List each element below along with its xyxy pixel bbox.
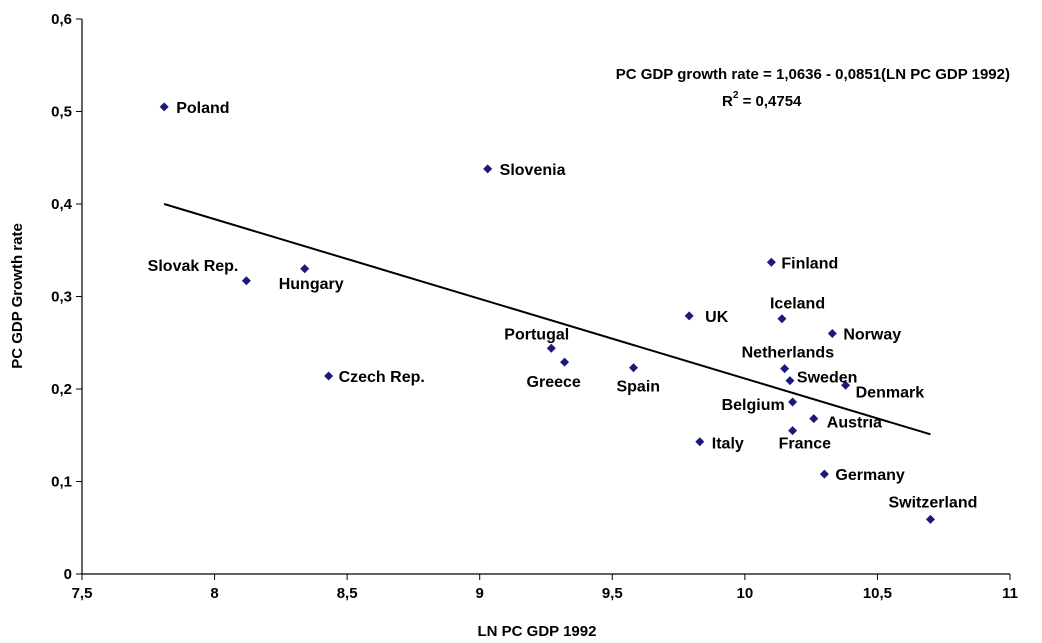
data-point-label: Hungary (279, 276, 344, 293)
data-point-label: Norway (843, 327, 901, 344)
r-squared-prefix: R (722, 93, 733, 110)
data-point (841, 380, 851, 390)
data-point (780, 364, 790, 374)
data-point (827, 329, 837, 338)
points-layer (159, 102, 935, 524)
x-tick-label: 10 (737, 585, 754, 602)
data-point-label: Italy (712, 436, 744, 453)
axes: 7,5 8 8,5 9 9,5 10 10,5 11 0 0,1 0,2 0,3 0,4 0,5 0,6 (51, 11, 1018, 602)
data-point-label: Spain (616, 379, 660, 396)
data-point (788, 426, 798, 436)
point-labels-layer: Poland Slovenia Slovak Rep. Hungary Czech Re… (148, 100, 978, 512)
data-point-label: France (779, 436, 832, 453)
data-point-label: Belgium (722, 397, 785, 414)
r-squared-text: R2 = 0,4754 (722, 90, 802, 110)
y-tick-label: 0,2 (51, 381, 72, 398)
y-tick-label: 0,3 (51, 289, 72, 306)
data-point-label: Slovak Rep. (148, 258, 239, 275)
x-tick-label: 7,5 (72, 585, 93, 602)
data-point (324, 371, 334, 381)
x-axis-title: LN PC GDP 1992 (478, 623, 597, 640)
data-point (159, 102, 169, 112)
data-point (785, 376, 795, 386)
y-tick-label: 0,6 (51, 11, 72, 28)
x-tick-label: 9,5 (602, 585, 623, 602)
data-point (483, 164, 493, 174)
x-tick-label: 8 (210, 585, 218, 602)
regression-equation: PC GDP growth rate = 1,0636 - 0,0851(LN … (616, 66, 1010, 110)
data-point (684, 311, 694, 321)
data-point-label: Greece (527, 374, 581, 391)
r-squared-value: = 0,4754 (738, 93, 802, 110)
data-point-label: Netherlands (742, 345, 835, 362)
y-tick-label: 0,1 (51, 474, 72, 491)
data-point (695, 437, 705, 447)
trendline-layer (163, 203, 931, 436)
data-point (241, 276, 251, 286)
data-point-label: UK (705, 309, 729, 326)
y-tick-label: 0 (64, 566, 72, 583)
y-axis-title: PC GDP Growth rate (9, 223, 26, 369)
data-point-label: Czech Rep. (339, 369, 425, 386)
y-tick-label: 0,5 (51, 104, 72, 121)
data-point-label: Finland (781, 255, 838, 272)
data-point (777, 314, 787, 324)
data-point (819, 469, 829, 479)
data-point-label: Portugal (504, 326, 569, 343)
data-point (809, 414, 819, 424)
equation-text: PC GDP growth rate = 1,0636 - 0,0851(LN … (616, 66, 1010, 83)
x-tick-label: 10,5 (863, 585, 892, 602)
data-point-label: Switzerland (888, 494, 977, 511)
data-point (560, 357, 570, 367)
data-point (546, 343, 556, 353)
data-point-label: Austria (827, 415, 882, 432)
data-point-label: Sweden (797, 370, 857, 387)
data-point (300, 264, 310, 274)
r-squared-exponent: 2 (733, 90, 739, 101)
data-point (788, 397, 798, 407)
x-tick-label: 9 (476, 585, 484, 602)
data-point-label: Denmark (856, 384, 925, 401)
data-point-label: Iceland (770, 296, 825, 313)
data-point (628, 363, 638, 373)
y-tick-label: 0,4 (51, 196, 73, 213)
x-tick-label: 11 (1002, 585, 1018, 602)
data-point-label: Germany (835, 467, 904, 484)
x-tick-label: 8,5 (337, 585, 358, 602)
data-point-label: Slovenia (500, 162, 566, 179)
data-point-label: Poland (176, 100, 229, 117)
data-point (766, 257, 776, 267)
trendline (163, 203, 931, 436)
data-point (925, 514, 935, 524)
